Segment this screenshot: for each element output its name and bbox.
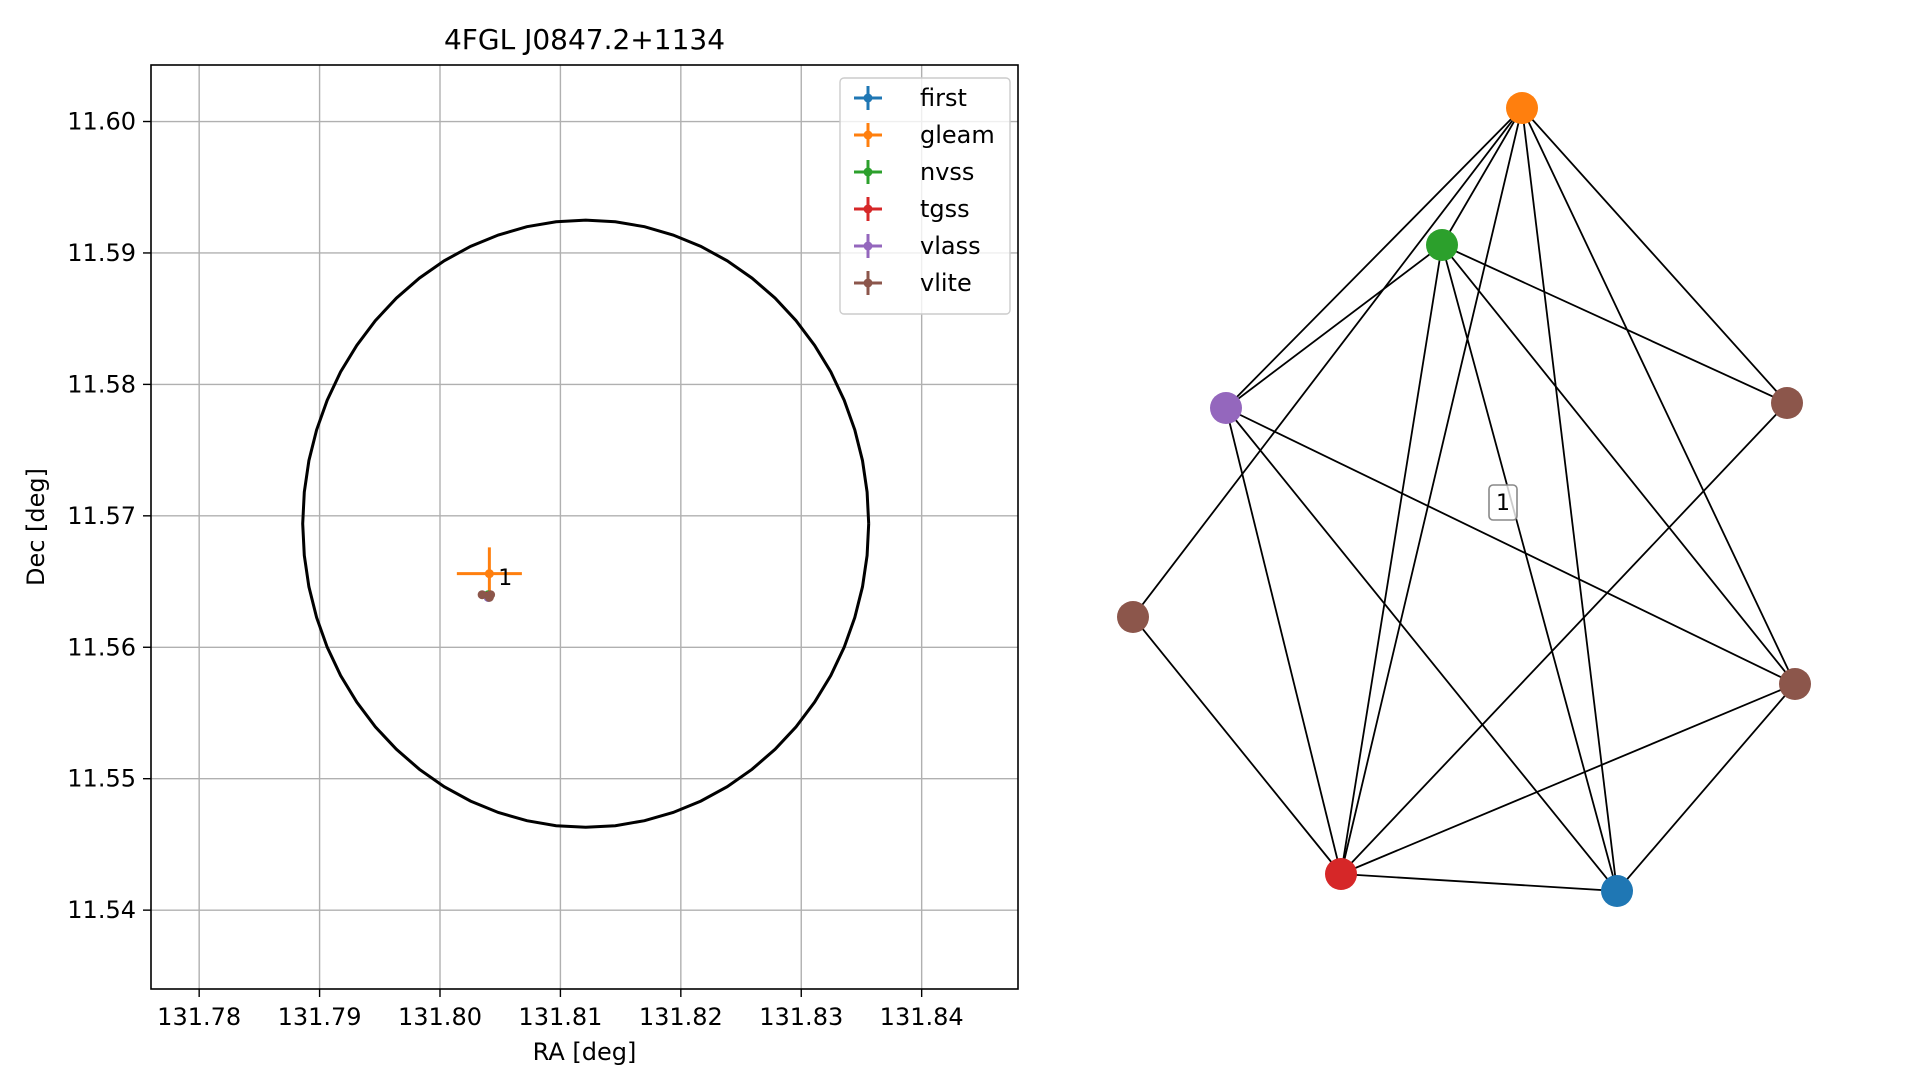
legend-marker-point	[863, 278, 873, 288]
edge-gleam-first	[1521, 107, 1618, 892]
association-network: 1	[1117, 92, 1811, 907]
cluster-label: 1	[1488, 484, 1518, 521]
node-vlite_3	[1779, 668, 1811, 700]
edge-gleam-tgss	[1340, 107, 1523, 875]
y-axis-label: Dec [deg]	[22, 468, 50, 586]
point-vlite	[486, 590, 496, 600]
edge-vlite_3-tgss	[1340, 683, 1796, 875]
plot-frame	[150, 64, 1019, 990]
series-vlite	[477, 590, 496, 602]
sky-position-plot: 131.78 131.79 131.80 131.81 131.82 131.83 131.…	[22, 23, 1019, 1066]
source-id-label: 1	[498, 566, 512, 591]
network-nodes	[1117, 92, 1811, 907]
legend-item-tgss: tgss	[854, 195, 970, 223]
edge-vlite_2-tgss	[1340, 402, 1788, 875]
x-tick-label: 131.79	[278, 1003, 362, 1031]
edge-nvss-vlass	[1225, 244, 1443, 409]
network-edges	[1132, 107, 1796, 892]
y-tick-label: 11.57	[67, 502, 136, 530]
edge-nvss-vlite_2	[1441, 244, 1788, 404]
legend: first gleam nvss tgss vlass vlite	[839, 77, 1011, 315]
x-tick-label: 131.80	[398, 1003, 482, 1031]
legend-marker-point	[863, 241, 873, 251]
legend-item-nvss: nvss	[854, 158, 974, 186]
legend-marker-point	[863, 167, 873, 177]
localization-ellipse	[301, 218, 871, 829]
edge-nvss-tgss	[1340, 244, 1443, 875]
x-tick-label: 131.84	[880, 1003, 964, 1031]
chart-title: 4FGL J0847.2+1134	[444, 23, 725, 56]
node-nvss	[1426, 229, 1458, 261]
edge-nvss-first	[1441, 244, 1618, 892]
node-tgss	[1325, 858, 1357, 890]
y-tick-label: 11.60	[67, 108, 136, 136]
legend-marker-point	[863, 130, 873, 140]
node-gleam	[1506, 92, 1538, 124]
y-tick-label: 11.56	[67, 633, 136, 661]
edge-vlass-first	[1225, 407, 1618, 892]
legend-item-vlite: vlite	[854, 269, 972, 297]
node-vlite_2	[1771, 387, 1803, 419]
x-tick-label: 131.83	[759, 1003, 843, 1031]
edge-vlite_3-first	[1616, 683, 1796, 892]
edge-gleam-vlite_2	[1521, 107, 1788, 404]
legend-marker-point	[863, 93, 873, 103]
edge-vlass-tgss	[1225, 407, 1342, 875]
legend-item-first: first	[854, 84, 967, 112]
source-points	[456, 547, 522, 602]
y-tick-label: 11.58	[67, 370, 136, 398]
node-vlite_1	[1117, 601, 1149, 633]
cluster-label-text: 1	[1496, 491, 1510, 516]
grid	[151, 65, 1018, 989]
node-first	[1601, 875, 1633, 907]
edge-nvss-vlite_3	[1441, 244, 1796, 685]
legend-label: vlite	[920, 269, 972, 297]
y-tick-label: 11.54	[67, 896, 136, 924]
x-axis-ticks: 131.78 131.79 131.80 131.81 131.82 131.83 131.…	[157, 989, 964, 1031]
edge-gleam-nvss	[1441, 107, 1523, 246]
edge-gleam-vlite_3	[1521, 107, 1796, 685]
point-vlite	[477, 590, 487, 600]
edge-gleam-vlass	[1225, 107, 1523, 409]
x-tick-label: 131.82	[639, 1003, 723, 1031]
node-vlass	[1210, 392, 1242, 424]
edge-vlass-vlite_3	[1225, 407, 1796, 685]
x-tick-label: 131.78	[157, 1003, 241, 1031]
legend-marker-point	[863, 204, 873, 214]
edge-vlite_1-tgss	[1132, 616, 1342, 875]
legend-label: first	[920, 84, 967, 112]
x-tick-label: 131.81	[518, 1003, 602, 1031]
source-annotations: 1	[498, 566, 512, 591]
y-tick-label: 11.55	[67, 765, 136, 793]
y-tick-label: 11.59	[67, 239, 136, 267]
point-gleam	[484, 569, 494, 579]
edge-tgss-first	[1340, 873, 1618, 892]
legend-label: tgss	[920, 195, 970, 223]
legend-label: nvss	[920, 158, 974, 186]
edge-gleam-vlite_1	[1132, 107, 1523, 618]
x-axis-label: RA [deg]	[533, 1038, 637, 1066]
legend-item-gleam: gleam	[854, 121, 995, 149]
legend-item-vlass: vlass	[854, 232, 981, 260]
legend-frame	[839, 77, 1011, 315]
fgl-ellipse	[301, 218, 871, 829]
legend-label: gleam	[920, 121, 995, 149]
y-axis-ticks: 11.54 11.55 11.56 11.57 11.58 11.59 11.60	[67, 108, 151, 924]
legend-label: vlass	[920, 232, 981, 260]
